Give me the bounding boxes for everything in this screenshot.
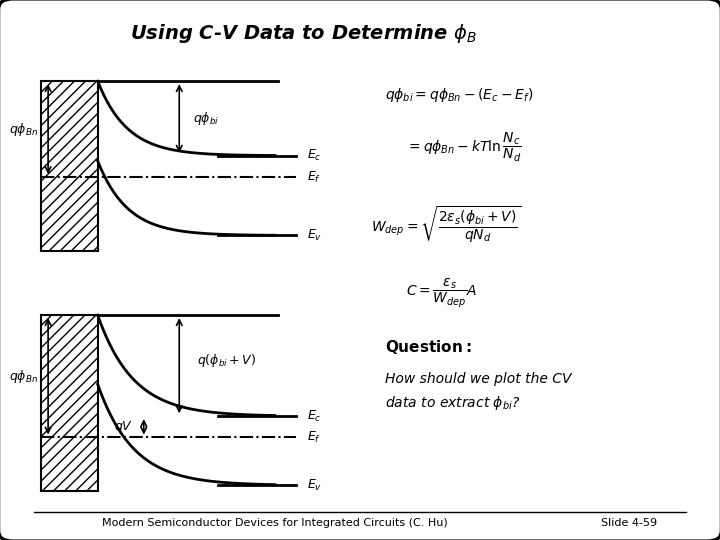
Text: $W_{dep} = \sqrt{\dfrac{2\varepsilon_s(\phi_{bi}+V)}{qN_d}}$: $W_{dep} = \sqrt{\dfrac{2\varepsilon_s(\…	[371, 205, 521, 245]
Text: $E_c$: $E_c$	[307, 148, 321, 163]
Text: How should we plot the CV
data to extract $\phi_{bi}$?: How should we plot the CV data to extrac…	[384, 373, 571, 412]
Text: $q\phi_{bi}$: $q\phi_{bi}$	[194, 110, 220, 127]
Bar	[41, 315, 98, 491]
Text: $q\phi_{Bn}$: $q\phi_{Bn}$	[9, 120, 38, 138]
Text: $E_v$: $E_v$	[307, 228, 322, 243]
Text: Using C-V Data to Determine $\phi_B$: Using C-V Data to Determine $\phi_B$	[130, 22, 477, 45]
Text: $\mathbf{Question:}$: $\mathbf{Question:}$	[384, 338, 472, 356]
Text: $q(\phi_{bi}+V)$: $q(\phi_{bi}+V)$	[197, 352, 256, 369]
Text: Slide 4-59: Slide 4-59	[601, 517, 657, 528]
Text: Modern Semiconductor Devices for Integrated Circuits (C. Hu): Modern Semiconductor Devices for Integra…	[102, 517, 448, 528]
Text: $E_v$: $E_v$	[307, 478, 322, 493]
Text: $E_c$: $E_c$	[307, 409, 321, 424]
Bar	[41, 81, 98, 252]
Text: $q\phi_{bi} = q\phi_{Bn} - (E_c - E_f)$: $q\phi_{bi} = q\phi_{Bn} - (E_c - E_f)$	[384, 85, 533, 104]
Text: $E_f$: $E_f$	[307, 170, 321, 185]
Text: $q\phi_{Bn}$: $q\phi_{Bn}$	[9, 368, 38, 385]
Text: $qV$: $qV$	[114, 419, 133, 435]
Text: $= q\phi_{Bn} - kT\ln\dfrac{N_c}{N_d}$: $= q\phi_{Bn} - kT\ln\dfrac{N_c}{N_d}$	[406, 131, 522, 164]
Text: $E_f$: $E_f$	[307, 430, 321, 445]
Text: $C = \dfrac{\varepsilon_s}{W_{dep}} A$: $C = \dfrac{\varepsilon_s}{W_{dep}} A$	[406, 278, 477, 310]
